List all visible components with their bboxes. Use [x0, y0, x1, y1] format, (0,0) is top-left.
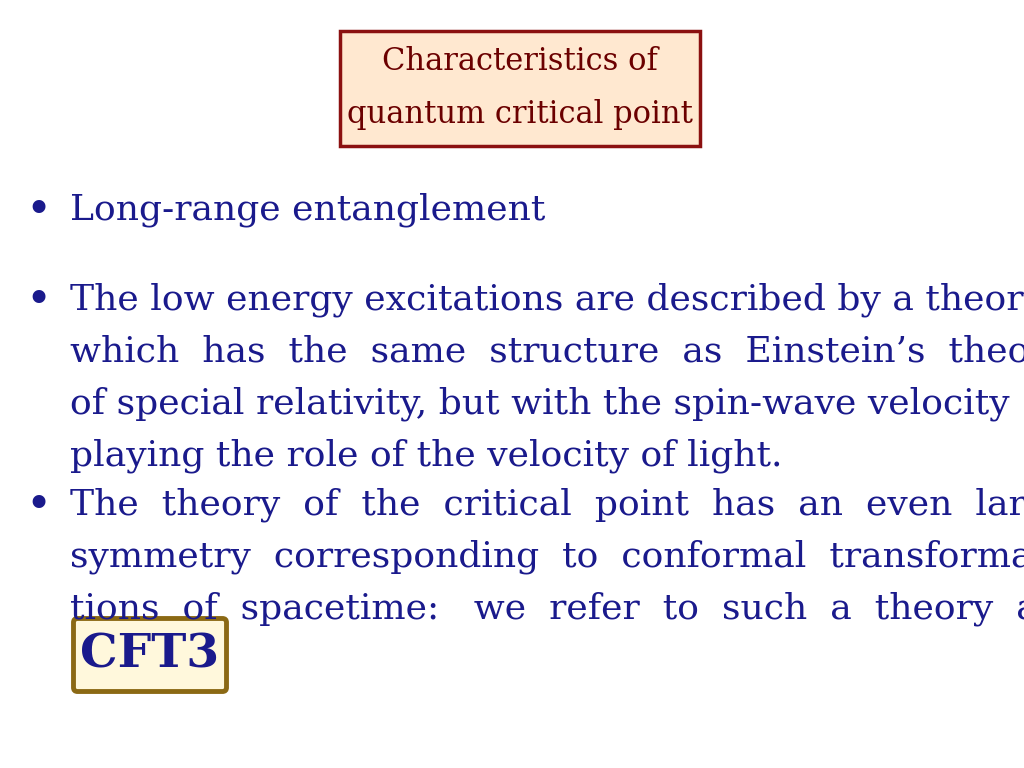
- Text: Characteristics of: Characteristics of: [382, 47, 657, 78]
- Text: CFT3: CFT3: [81, 632, 219, 678]
- Text: •: •: [25, 279, 51, 322]
- Text: symmetry  corresponding  to  conformal  transforma-: symmetry corresponding to conformal tran…: [70, 540, 1024, 574]
- Text: •: •: [25, 188, 51, 232]
- Text: •: •: [25, 483, 51, 527]
- Text: of special relativity, but with the spin-wave velocity: of special relativity, but with the spin…: [70, 387, 1010, 422]
- Text: The low energy excitations are described by a theory: The low energy excitations are described…: [70, 283, 1024, 317]
- Text: The  theory  of  the  critical  point  has  an  even  larger: The theory of the critical point has an …: [70, 488, 1024, 522]
- Text: which  has  the  same  structure  as  Einstein’s  theory: which has the same structure as Einstein…: [70, 335, 1024, 369]
- Text: playing the role of the velocity of light.: playing the role of the velocity of ligh…: [70, 439, 782, 473]
- FancyBboxPatch shape: [74, 618, 226, 691]
- Text: Long-range entanglement: Long-range entanglement: [70, 193, 546, 227]
- Text: quantum critical point: quantum critical point: [347, 98, 693, 130]
- FancyBboxPatch shape: [340, 31, 700, 145]
- Text: tions  of  spacetime:   we  refer  to  such  a  theory  as  a: tions of spacetime: we refer to such a t…: [70, 592, 1024, 626]
